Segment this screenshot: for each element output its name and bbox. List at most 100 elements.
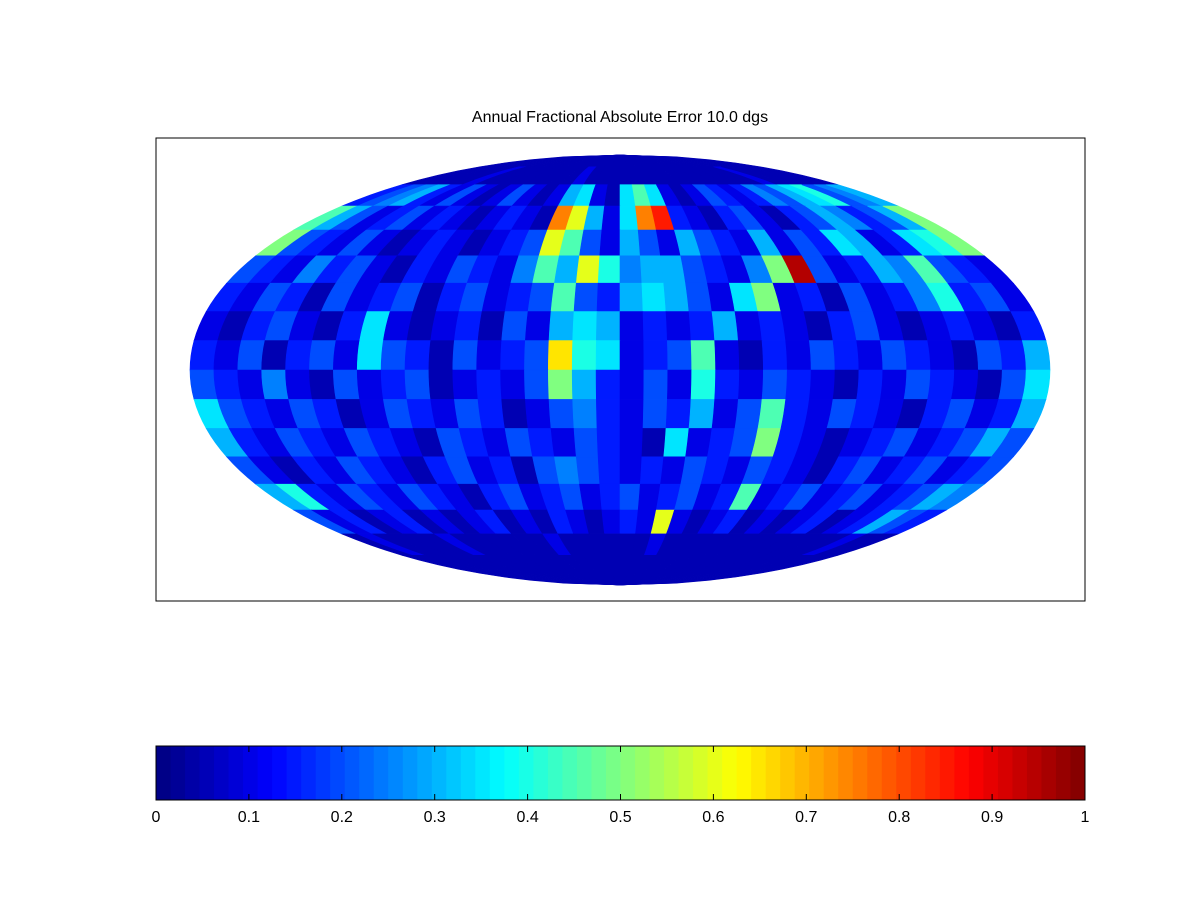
map-cell	[524, 369, 550, 400]
colorbar-swatch	[678, 746, 694, 800]
map-cell	[667, 369, 692, 400]
colorbar-swatch	[881, 746, 897, 800]
colorbar-swatch	[765, 746, 781, 800]
colorbar-swatch	[286, 746, 302, 800]
colorbar-swatch	[402, 746, 418, 800]
colorbar-swatch	[751, 746, 767, 800]
map-cell	[998, 369, 1027, 400]
map-cell	[309, 340, 337, 371]
map-cell	[619, 483, 641, 511]
colorbar-swatch	[1055, 746, 1071, 800]
map-cell	[641, 428, 667, 458]
map-cell	[599, 229, 621, 257]
map-cell	[619, 509, 639, 535]
colorbar-swatch	[170, 746, 186, 800]
map-cell	[380, 340, 408, 371]
map-cell	[454, 399, 483, 429]
map-cell	[527, 428, 555, 458]
colorbar-swatch	[838, 746, 854, 800]
map-cell	[856, 369, 884, 400]
map-cell	[477, 399, 506, 429]
map-cell	[575, 456, 601, 485]
map-cell	[663, 282, 690, 312]
colorbar-swatch	[373, 746, 389, 800]
map-cell	[550, 282, 577, 312]
colorbar-swatch	[983, 746, 999, 800]
map-cell	[476, 369, 503, 400]
map-cell	[667, 340, 692, 371]
colorbar-swatch	[693, 746, 709, 800]
map-cell	[452, 340, 479, 371]
map-cell	[832, 369, 860, 400]
colorbar-tick-label: 1	[1081, 809, 1090, 826]
map-cell	[619, 369, 645, 400]
colorbar-swatch	[431, 746, 447, 800]
map-cell	[757, 311, 786, 341]
map-cell	[356, 369, 384, 400]
map-cell	[476, 340, 503, 371]
map-cell	[785, 340, 812, 371]
map-cell	[619, 229, 641, 257]
map-cell	[688, 311, 715, 341]
colorbar-swatch	[722, 746, 738, 800]
map-cell	[333, 369, 361, 400]
colorbar-swatch	[460, 746, 476, 800]
colorbar-tick-label: 0.2	[331, 809, 353, 826]
map-cell	[572, 311, 598, 341]
map-cell	[571, 369, 597, 400]
chart-title: Annual Fractional Absolute Error 10.0 dg…	[472, 109, 768, 126]
colorbar-swatch	[533, 746, 549, 800]
colorbar-swatch	[896, 746, 912, 800]
colorbar-swatch	[489, 746, 505, 800]
map-cell	[808, 340, 836, 371]
map-cell	[690, 340, 716, 371]
colorbar-swatch	[257, 746, 273, 800]
map-cell	[619, 205, 639, 231]
map-cell	[527, 282, 555, 312]
map-cell	[998, 340, 1027, 371]
colorbar-box	[155, 745, 1086, 801]
map-cell	[477, 311, 506, 341]
map-cell	[596, 311, 621, 341]
map-cell	[596, 282, 621, 312]
colorbar-swatch	[1026, 746, 1042, 800]
colorbar-swatch	[446, 746, 462, 800]
colorbar-swatch	[968, 746, 984, 800]
map-cell	[643, 340, 669, 371]
map-cell	[554, 255, 580, 284]
colorbar-swatch	[664, 746, 680, 800]
colorbar-swatch	[272, 746, 288, 800]
colorbar-swatch	[388, 746, 404, 800]
map-cell	[688, 399, 715, 429]
colorbar-swatch	[910, 746, 926, 800]
map-cell	[950, 369, 979, 400]
map-cell	[665, 311, 692, 341]
map-cell	[1021, 369, 1051, 400]
map-cell	[642, 311, 668, 341]
map-cell	[601, 205, 621, 231]
map-cell	[550, 428, 577, 458]
map-cell	[404, 369, 432, 400]
map-cell	[619, 572, 761, 586]
map-cell	[548, 340, 573, 371]
map-cell	[619, 255, 643, 284]
map-cell	[285, 369, 313, 400]
map-cell	[642, 399, 668, 429]
colorbar-swatch	[228, 746, 244, 800]
map-cell	[595, 340, 621, 371]
colorbar-swatch	[417, 746, 433, 800]
map-cell	[711, 399, 739, 429]
colorbar-swatch	[518, 746, 534, 800]
map-cell	[663, 428, 690, 458]
map-cell	[808, 369, 836, 400]
map-cell	[643, 369, 669, 400]
map-cell	[601, 509, 621, 535]
colorbar-swatch	[576, 746, 592, 800]
map-cell	[596, 399, 621, 429]
map-cell	[452, 369, 479, 400]
map-cell	[501, 399, 529, 429]
map-cell	[189, 340, 219, 371]
map-cell	[639, 456, 665, 485]
colorbar-swatch	[1070, 746, 1086, 800]
colorbar-swatch	[852, 746, 868, 800]
